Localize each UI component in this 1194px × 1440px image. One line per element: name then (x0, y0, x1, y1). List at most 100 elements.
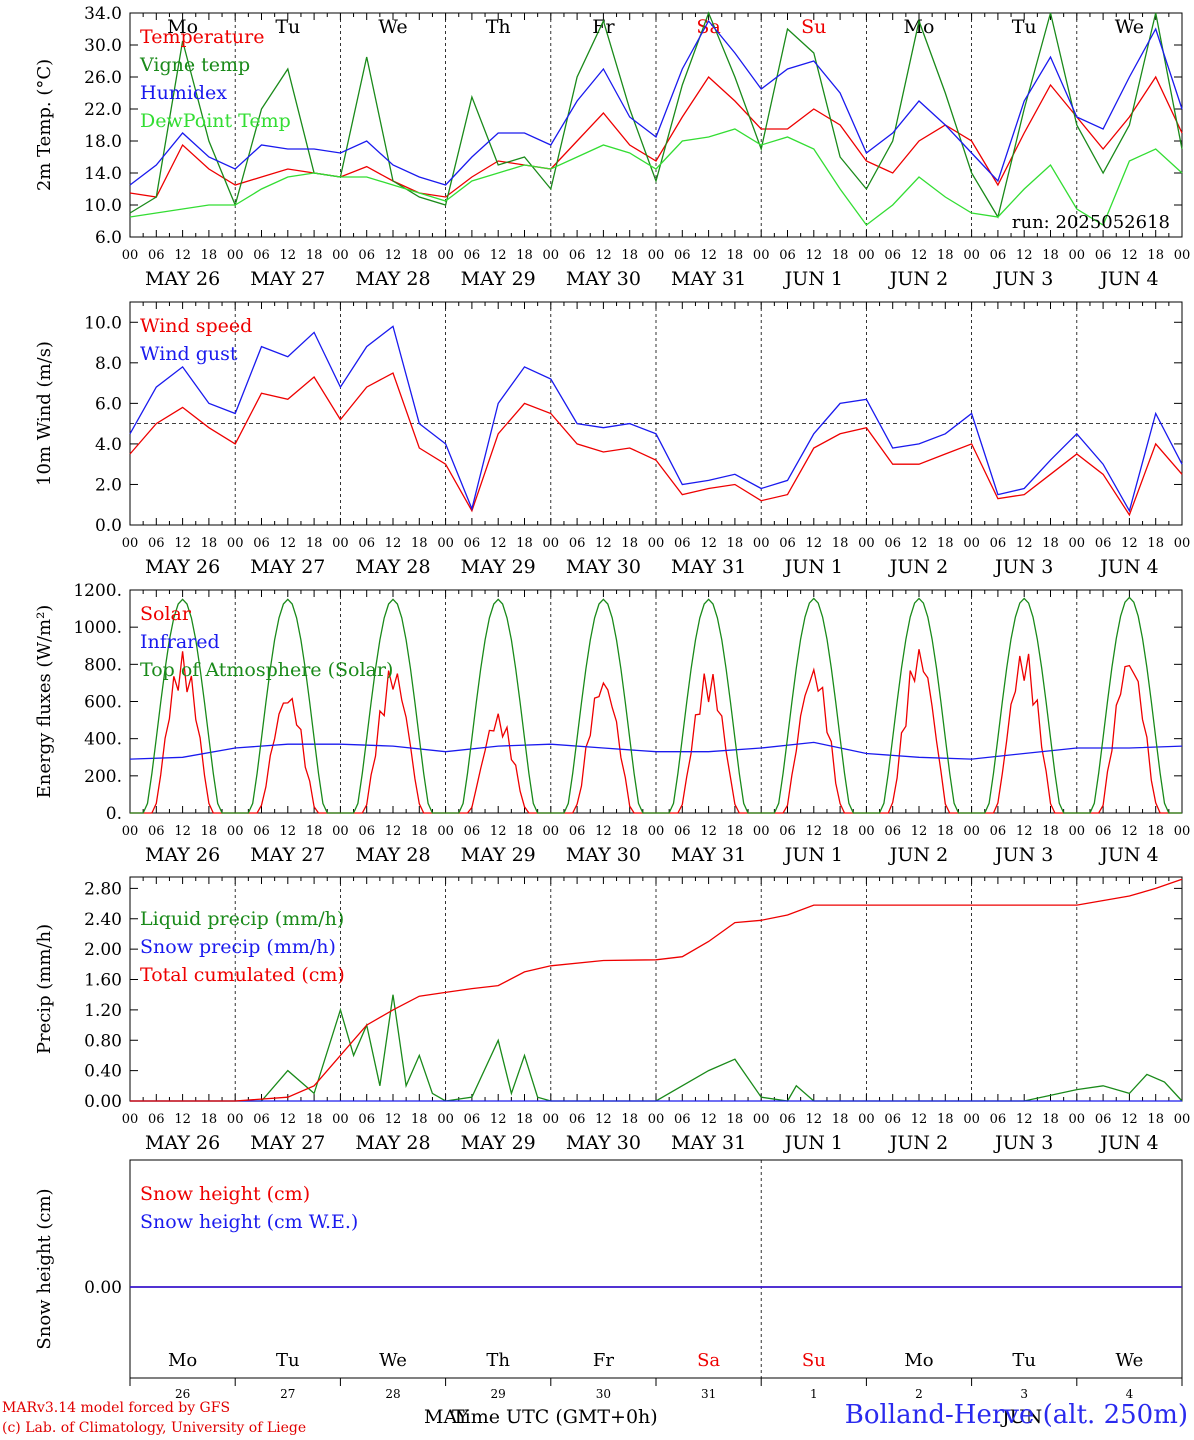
hour-tick-label: 18 (306, 824, 323, 839)
day-name-label: Tu (1012, 16, 1037, 38)
hour-tick-label: 18 (1147, 1112, 1164, 1127)
hour-tick-label: 12 (385, 248, 402, 263)
hour-tick-label: 12 (280, 824, 297, 839)
hour-tick-label: 12 (1016, 536, 1033, 551)
hour-tick-label: 00 (963, 824, 980, 839)
hour-tick-label: 00 (122, 1112, 139, 1127)
legend-entry: DewPoint Temp (140, 110, 291, 132)
hour-tick-label: 00 (437, 536, 454, 551)
hour-tick-label: 00 (332, 536, 349, 551)
date-label: JUN 1 (783, 556, 843, 578)
day-number-label: 30 (596, 1387, 611, 1401)
hour-tick-label: 18 (411, 536, 428, 551)
hour-tick-label: 06 (464, 824, 481, 839)
date-label: JUN 4 (1098, 844, 1158, 866)
hour-tick-label: 06 (884, 536, 901, 551)
hour-tick-label: 06 (464, 536, 481, 551)
y-tick-label: 0. (106, 804, 122, 824)
hour-tick-label: 12 (595, 1112, 612, 1127)
day-name-label: Th (486, 16, 511, 38)
hour-tick-label: 00 (963, 536, 980, 551)
hour-tick-label: 18 (1042, 536, 1059, 551)
hour-tick-label: 00 (753, 824, 770, 839)
hour-tick-label: 00 (648, 1112, 665, 1127)
y-axis-label: Energy fluxes (W/m²) (34, 605, 55, 799)
date-label: MAY 31 (671, 1132, 746, 1154)
y-tick-label: 1200. (73, 581, 122, 601)
date-label: JUN 4 (1098, 1132, 1158, 1154)
hour-tick-label: 12 (174, 536, 191, 551)
legend-entry: Snow precip (mm/h) (140, 936, 336, 958)
hour-tick-label: 18 (1147, 248, 1164, 263)
hour-tick-label: 00 (858, 536, 875, 551)
y-tick-label: 600. (84, 693, 122, 713)
hour-tick-label: 18 (1042, 248, 1059, 263)
date-label: JUN 1 (783, 1132, 843, 1154)
hour-tick-label: 00 (1069, 824, 1086, 839)
y-tick-label: 10.0 (84, 196, 122, 216)
date-label: JUN 2 (888, 1132, 948, 1154)
legend-entry: Liquid precip (mm/h) (140, 908, 344, 930)
hour-tick-label: 00 (1174, 1112, 1191, 1127)
day-name-label: Su (801, 16, 826, 38)
hour-tick-label: 00 (963, 248, 980, 263)
hour-tick-label: 12 (806, 1112, 823, 1127)
date-label: MAY 27 (250, 556, 325, 578)
series-line-2 (129, 325, 1183, 513)
hour-tick-label: 06 (358, 536, 375, 551)
y-tick-label: 34.0 (84, 4, 122, 24)
date-label: MAY 31 (671, 268, 746, 290)
series-line-4 (129, 128, 1183, 226)
hour-tick-label: 18 (727, 824, 744, 839)
day-name-label: Mo (168, 1350, 197, 1371)
hour-tick-label: 00 (1174, 536, 1191, 551)
date-label: JUN 2 (888, 556, 948, 578)
hour-tick-label: 00 (858, 1112, 875, 1127)
station-title: Bolland-Herve (alt. 250m) (844, 1400, 1188, 1430)
hour-tick-label: 06 (253, 536, 270, 551)
hour-tick-label: 12 (1016, 824, 1033, 839)
y-tick-label: 0.80 (84, 1031, 122, 1051)
hour-tick-label: 06 (253, 248, 270, 263)
date-label: MAY 29 (461, 556, 536, 578)
hour-tick-label: 00 (332, 824, 349, 839)
date-label: MAY 30 (566, 844, 641, 866)
hour-tick-label: 18 (1147, 824, 1164, 839)
hour-tick-label: 12 (595, 536, 612, 551)
hour-tick-label: 12 (700, 824, 717, 839)
y-tick-label: 18.0 (84, 132, 122, 152)
legend-entry: Wind speed (140, 315, 252, 337)
hour-tick-label: 18 (727, 536, 744, 551)
day-name-label: Th (486, 1350, 510, 1371)
hour-tick-label: 12 (490, 248, 507, 263)
day-name-label: We (379, 1350, 407, 1371)
hour-tick-label: 06 (569, 248, 586, 263)
hour-tick-label: 06 (674, 248, 691, 263)
hour-tick-label: 00 (648, 536, 665, 551)
hour-tick-label: 00 (543, 248, 560, 263)
hour-tick-label: 00 (1069, 248, 1086, 263)
legend-entry: Total cumulated (cm) (140, 964, 345, 986)
hour-tick-label: 06 (884, 248, 901, 263)
y-tick-label: 1.20 (84, 1001, 122, 1021)
legend-entry: Wind gust (140, 343, 238, 365)
date-label: MAY 28 (355, 1132, 430, 1154)
y-tick-label: 10.0 (84, 313, 122, 333)
day-name-label: Mo (904, 1350, 933, 1371)
date-label: JUN 4 (1098, 268, 1158, 290)
series-line-3 (130, 878, 1183, 1102)
hour-tick-label: 00 (543, 1112, 560, 1127)
hour-tick-label: 00 (122, 536, 139, 551)
run-label: run: 2025052618 (1012, 212, 1170, 233)
y-tick-label: 1000. (73, 618, 122, 638)
y-tick-label: 2.40 (84, 910, 122, 930)
hour-tick-label: 12 (911, 248, 928, 263)
hour-tick-label: 18 (516, 536, 533, 551)
day-number-label: 4 (1126, 1387, 1134, 1401)
hour-tick-label: 18 (201, 248, 218, 263)
hour-tick-label: 18 (621, 248, 638, 263)
hour-tick-label: 06 (990, 1112, 1007, 1127)
hour-tick-label: 00 (227, 536, 244, 551)
hour-tick-label: 12 (280, 248, 297, 263)
hour-tick-label: 06 (253, 1112, 270, 1127)
